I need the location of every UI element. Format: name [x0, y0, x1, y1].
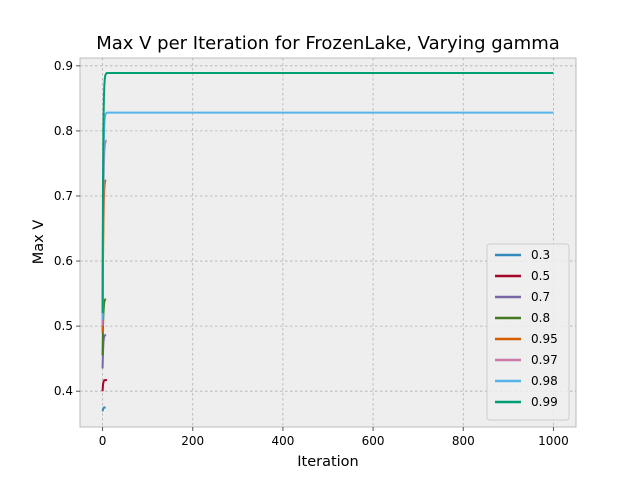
legend-label: 0.98 — [531, 374, 558, 388]
x-tick-label: 600 — [362, 434, 385, 448]
series-line-0 — [101, 406, 107, 412]
series-line-1 — [101, 379, 108, 392]
y-tick-label: 0.4 — [54, 384, 73, 398]
legend-label: 0.3 — [531, 248, 550, 262]
ticks: 0 200 400 600 800 1000 0.4 0.5 0.6 0.7 0.8 0.9 — [54, 59, 569, 448]
legend-label: 0.99 — [531, 395, 558, 409]
chart-title: Max V per Iteration for FrozenLake, Vary… — [96, 33, 560, 54]
legend-box — [486, 243, 570, 421]
y-tick-label: 0.6 — [54, 254, 73, 268]
x-tick-label: 800 — [452, 434, 475, 448]
legend-label: 0.7 — [531, 290, 550, 304]
legend-label: 0.5 — [531, 269, 550, 283]
legend-label: 0.8 — [531, 311, 550, 325]
y-tick-label: 0.5 — [54, 319, 73, 333]
series-line-7 — [101, 71, 554, 314]
legend-label: 0.95 — [531, 332, 558, 346]
y-tick-label: 0.7 — [54, 189, 73, 203]
y-axis-label: Max V — [31, 220, 47, 265]
series-layer — [101, 71, 554, 412]
x-tick-label: 1000 — [538, 434, 569, 448]
x-axis-label: Iteration — [297, 454, 359, 470]
y-tick-label: 0.9 — [54, 59, 73, 73]
x-tick-label: 400 — [271, 434, 294, 448]
x-tick-label: 200 — [181, 434, 204, 448]
x-tick-label: 0 — [99, 434, 107, 448]
legend-label: 0.97 — [531, 353, 558, 367]
legend: 0.3 0.5 0.7 0.8 0.95 0.97 0.98 0.99 — [486, 243, 570, 421]
y-tick-label: 0.8 — [54, 124, 73, 138]
